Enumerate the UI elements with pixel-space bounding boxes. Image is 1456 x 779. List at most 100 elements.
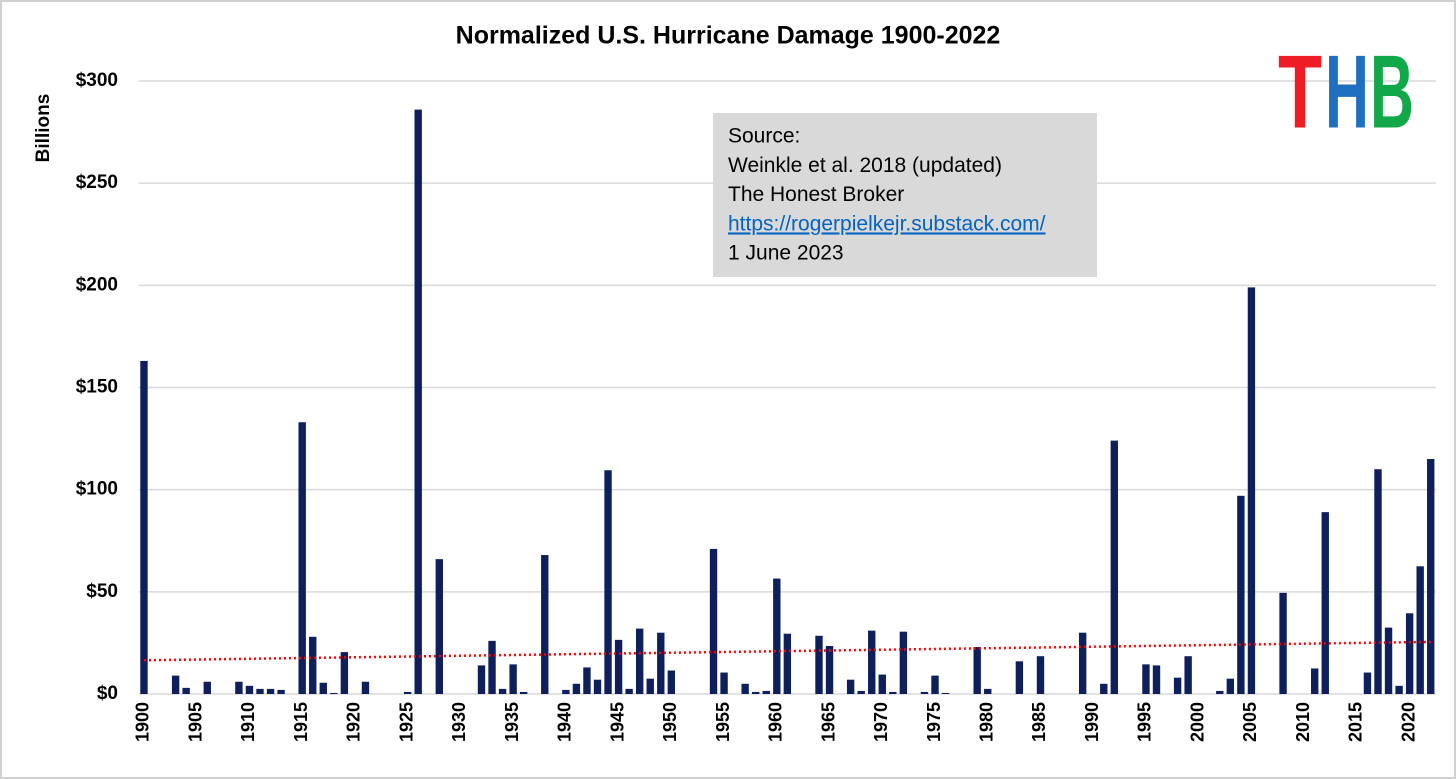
- bar: [309, 636, 317, 694]
- bar: [1311, 668, 1319, 694]
- bar: [572, 683, 581, 694]
- x-tick-label: 1965: [818, 702, 838, 742]
- bar: [171, 675, 180, 694]
- bar: [593, 679, 602, 694]
- bar: [941, 692, 950, 694]
- bar: [762, 690, 770, 694]
- bar: [773, 578, 781, 694]
- bar: [583, 667, 591, 694]
- bar: [1110, 440, 1119, 694]
- bar: [140, 360, 148, 694]
- x-tick-label: 1915: [291, 702, 311, 742]
- x-tick-label: 1910: [238, 702, 258, 742]
- bar: [857, 690, 865, 694]
- x-tick-label: 1900: [133, 702, 153, 742]
- x-tick-label: 1970: [871, 702, 891, 742]
- bar: [245, 685, 254, 694]
- x-tick-label: 1905: [185, 702, 205, 742]
- bar: [298, 422, 306, 694]
- logo-letter: H: [1325, 34, 1369, 150]
- bar: [667, 670, 676, 694]
- bar: [266, 688, 275, 694]
- bar: [1226, 678, 1235, 694]
- bar: [477, 665, 486, 694]
- bar: [1395, 685, 1403, 694]
- bar: [488, 640, 496, 694]
- bar: [330, 692, 338, 694]
- bar: [509, 664, 517, 694]
- chart-title: Normalized U.S. Hurricane Damage 1900-20…: [456, 22, 1001, 50]
- bar: [562, 689, 570, 694]
- x-tick-label: 2000: [1187, 702, 1207, 742]
- bar: [519, 691, 528, 694]
- x-tick-label: 1930: [449, 702, 469, 742]
- annotation-box: [713, 113, 1097, 277]
- bar: [1427, 459, 1435, 694]
- bar: [1100, 683, 1108, 694]
- x-tick-label: 1940: [555, 702, 575, 742]
- annotation-line: Source:: [728, 125, 800, 148]
- bar: [319, 682, 327, 694]
- bar: [403, 691, 412, 694]
- x-tick-label: 1920: [344, 702, 364, 742]
- x-tick-label: 1950: [660, 702, 680, 742]
- bar: [361, 681, 370, 694]
- bar: [1036, 656, 1045, 694]
- bar: [646, 678, 654, 694]
- x-tick-label: 1985: [1029, 702, 1049, 742]
- bar: [1374, 469, 1382, 694]
- bar: [783, 633, 792, 694]
- x-tick-label: 1990: [1082, 702, 1102, 742]
- bar: [277, 689, 285, 694]
- bar: [256, 688, 264, 694]
- bar: [1078, 632, 1087, 694]
- bar: [931, 675, 939, 694]
- bar: [1216, 690, 1224, 694]
- bar: [1142, 664, 1150, 694]
- bar: [657, 632, 665, 694]
- y-tick-label: $150: [76, 377, 118, 398]
- y-tick-label: $300: [76, 70, 118, 91]
- x-tick-label: 2020: [1398, 702, 1418, 742]
- bar: [878, 674, 886, 694]
- bar: [920, 691, 929, 694]
- annotation-line: Weinkle et al. 2018 (updated): [728, 154, 1002, 177]
- bar: [182, 687, 190, 694]
- bar: [1405, 613, 1414, 694]
- bar: [1152, 665, 1161, 694]
- bar: [1321, 512, 1329, 694]
- y-axis-label: Billions: [33, 94, 54, 163]
- logo-letter: B: [1370, 34, 1414, 150]
- bar: [203, 681, 211, 694]
- bar: [635, 628, 644, 694]
- x-tick-label: 2010: [1293, 702, 1313, 742]
- bar: [1416, 566, 1424, 694]
- x-tick-label: 1935: [502, 702, 522, 742]
- y-tick-label: $100: [76, 479, 118, 500]
- x-tick-label: 1925: [396, 702, 416, 742]
- bar: [1173, 677, 1182, 694]
- bar: [973, 647, 981, 694]
- bar: [614, 639, 623, 694]
- bar: [899, 631, 908, 694]
- bar: [414, 109, 422, 694]
- x-tick-label: 2005: [1240, 702, 1260, 742]
- y-tick-label: $50: [86, 581, 118, 602]
- bar: [825, 645, 834, 694]
- bar: [1363, 672, 1372, 694]
- y-tick-label: $200: [76, 274, 118, 295]
- bar: [868, 630, 876, 694]
- bar: [752, 691, 760, 694]
- bar: [435, 559, 443, 694]
- bar: [541, 555, 549, 694]
- x-tick-label: 1955: [713, 702, 733, 742]
- bar: [235, 681, 243, 694]
- bar: [1247, 287, 1256, 694]
- x-tick-label: 2015: [1346, 702, 1366, 742]
- source-link: https://rogerpielkejr.substack.com/: [728, 212, 1046, 235]
- x-tick-label: 1945: [607, 702, 627, 742]
- bar: [498, 688, 507, 694]
- bar: [889, 691, 897, 694]
- annotation-line: The Honest Broker: [728, 183, 904, 206]
